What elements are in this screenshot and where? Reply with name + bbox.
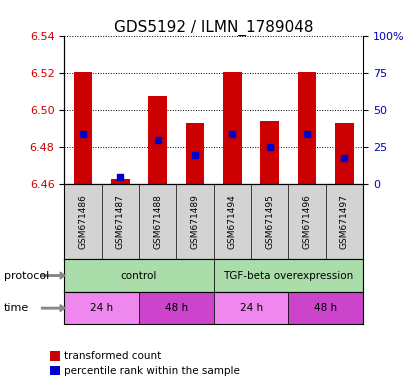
Bar <box>139 292 214 324</box>
Text: GSM671487: GSM671487 <box>116 194 125 249</box>
Point <box>341 156 348 162</box>
Bar <box>288 292 363 324</box>
Text: time: time <box>4 303 29 313</box>
Text: GSM671496: GSM671496 <box>303 194 312 249</box>
Text: GSM671494: GSM671494 <box>228 194 237 249</box>
Text: 48 h: 48 h <box>314 303 337 313</box>
Bar <box>64 259 214 292</box>
Bar <box>298 71 317 184</box>
Point <box>192 152 198 158</box>
Point <box>266 144 273 151</box>
Point <box>80 131 86 137</box>
Bar <box>186 123 205 184</box>
Point <box>229 131 236 137</box>
Bar <box>111 179 130 184</box>
Text: 48 h: 48 h <box>165 303 188 313</box>
Text: GSM671488: GSM671488 <box>153 194 162 249</box>
Text: GSM671486: GSM671486 <box>78 194 88 249</box>
Point <box>154 137 161 143</box>
Text: TGF-beta overexpression: TGF-beta overexpression <box>223 270 354 281</box>
Point <box>304 131 310 137</box>
Text: GSM671489: GSM671489 <box>190 194 200 249</box>
Text: protocol: protocol <box>4 270 49 281</box>
Text: control: control <box>121 270 157 281</box>
Title: GDS5192 / ILMN_1789048: GDS5192 / ILMN_1789048 <box>114 20 313 36</box>
Bar <box>335 123 354 184</box>
Bar <box>214 259 363 292</box>
Bar <box>223 71 242 184</box>
Text: GSM671497: GSM671497 <box>340 194 349 249</box>
Bar <box>64 292 139 324</box>
Bar <box>214 292 288 324</box>
Bar <box>149 96 167 184</box>
Text: transformed count: transformed count <box>64 351 161 361</box>
Text: 24 h: 24 h <box>90 303 113 313</box>
Bar <box>261 121 279 184</box>
Bar <box>74 71 93 184</box>
Text: 24 h: 24 h <box>239 303 263 313</box>
Text: percentile rank within the sample: percentile rank within the sample <box>64 366 240 376</box>
Text: GSM671495: GSM671495 <box>265 194 274 249</box>
Point <box>117 174 124 180</box>
